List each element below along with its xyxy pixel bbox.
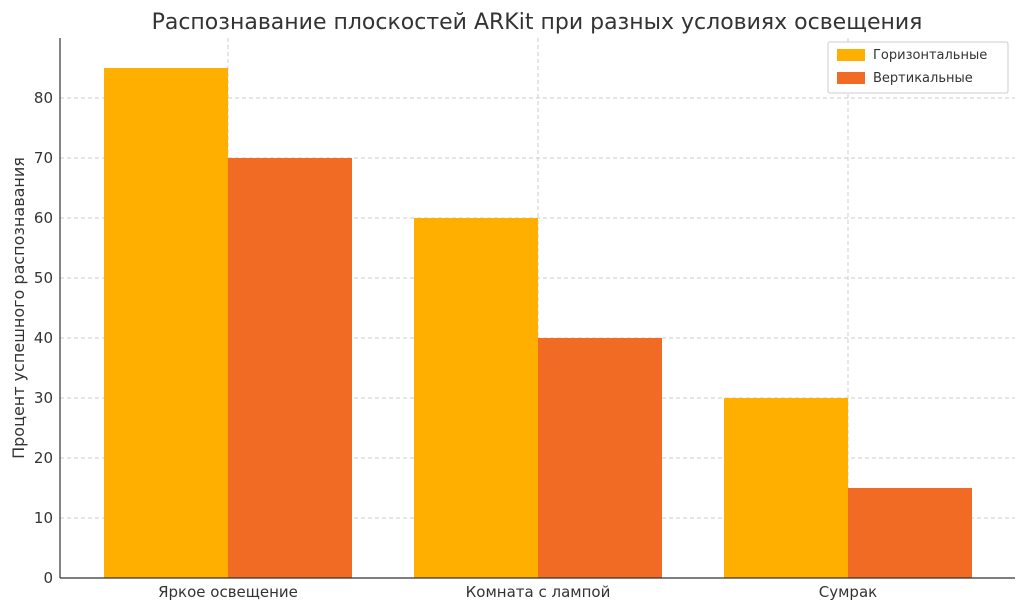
y-tick-label: 10 (34, 509, 53, 527)
bar-vertical-3 (848, 488, 972, 578)
bar-horizontal-2 (414, 218, 538, 578)
x-tick-label: Комната с лампой (466, 583, 611, 601)
y-tick-label: 20 (34, 449, 53, 467)
y-tick-labels: 0 10 20 30 40 50 60 70 80 (34, 89, 53, 587)
legend-swatch-horizontal (837, 49, 865, 61)
y-tick-label: 0 (43, 569, 53, 587)
y-tick-label: 50 (34, 269, 53, 287)
y-axis-label: Процент успешного распознавания (9, 157, 28, 459)
chart-title: Распознавание плоскостей ARKit при разны… (152, 10, 923, 35)
bar-horizontal-3 (724, 398, 848, 578)
x-tick-labels: Яркое освещение Комната с лампой Сумрак (158, 583, 877, 601)
x-tick-label: Яркое освещение (158, 583, 298, 601)
y-tick-label: 30 (34, 389, 53, 407)
legend-label-horizontal: Горизонтальные (873, 48, 987, 63)
legend-swatch-vertical (837, 72, 865, 84)
bar-vertical-2 (538, 338, 662, 578)
y-tick-label: 40 (34, 329, 53, 347)
legend-box (827, 41, 1009, 94)
bar-horizontal-1 (104, 68, 228, 578)
bars-layer (104, 68, 972, 578)
y-tick-label: 70 (34, 149, 53, 167)
legend: Горизонтальные Вертикальные (827, 41, 1009, 94)
bar-vertical-1 (228, 158, 352, 578)
y-tick-label: 60 (34, 209, 53, 227)
legend-label-vertical: Вертикальные (873, 71, 973, 86)
x-tick-label: Сумрак (819, 583, 877, 601)
y-tick-label: 80 (34, 89, 53, 107)
